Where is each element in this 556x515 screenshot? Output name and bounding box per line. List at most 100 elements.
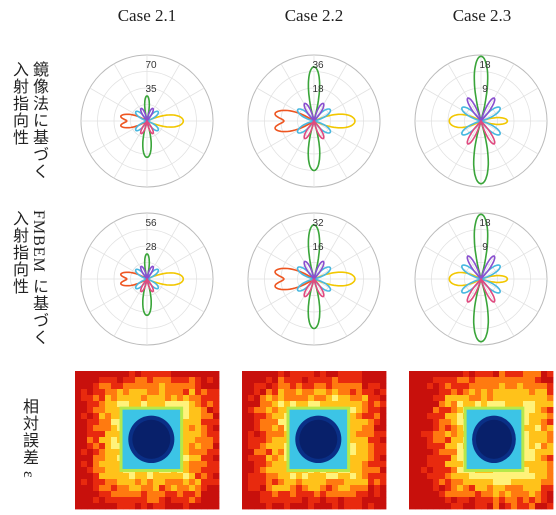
heatmap-cell bbox=[189, 413, 196, 420]
heatmap-cell bbox=[111, 467, 118, 474]
heatmap-cell bbox=[171, 377, 178, 384]
radial-tick-label: 18 bbox=[479, 218, 491, 229]
heatmap-cell bbox=[433, 467, 440, 474]
heatmap-cell bbox=[547, 389, 554, 396]
heatmap-cell bbox=[380, 419, 387, 426]
heatmap-cell bbox=[93, 503, 100, 510]
heatmap-cell bbox=[541, 437, 548, 444]
heatmap-cell bbox=[374, 431, 381, 438]
heatmap-cell bbox=[207, 425, 214, 432]
heatmap-cell bbox=[368, 419, 375, 426]
heatmap-cell bbox=[75, 431, 82, 438]
heatmap-cell bbox=[314, 383, 321, 390]
heatmap-cell bbox=[117, 389, 124, 396]
heatmap-cell bbox=[171, 371, 178, 378]
heatmap-cell bbox=[445, 431, 452, 438]
heatmap-cell bbox=[523, 383, 530, 390]
heatmap-cell bbox=[362, 503, 369, 510]
heatmap-cell bbox=[421, 479, 428, 486]
heatmap-cell bbox=[93, 473, 100, 480]
heatmap-cell bbox=[135, 383, 142, 390]
heatmap-cell bbox=[284, 479, 291, 486]
heatmap-cell bbox=[469, 485, 476, 492]
heatmap-cell bbox=[475, 383, 482, 390]
heatmap-cell bbox=[207, 401, 214, 408]
heatmap-cell bbox=[380, 503, 387, 510]
heatmap-cell bbox=[314, 491, 321, 498]
heatmap-cell bbox=[87, 395, 94, 402]
heatmap-cell bbox=[523, 485, 530, 492]
heatmap-cell bbox=[451, 395, 458, 402]
heatmap-cell bbox=[213, 437, 220, 444]
heatmap-cell bbox=[171, 395, 178, 402]
heatmap-cell bbox=[278, 491, 285, 498]
heatmap-cell bbox=[445, 395, 452, 402]
heatmap-cell bbox=[99, 437, 106, 444]
heatmap-cell bbox=[350, 455, 357, 462]
heatmap-cell bbox=[159, 473, 166, 480]
heatmap-cell bbox=[469, 377, 476, 384]
directivity-lobe bbox=[313, 120, 332, 134]
heatmap-cell bbox=[332, 383, 339, 390]
heatmap-cell bbox=[547, 437, 554, 444]
heatmap-cell bbox=[433, 395, 440, 402]
heatmap-cell bbox=[266, 449, 273, 456]
heatmap-cell bbox=[123, 491, 130, 498]
heatmap-cell bbox=[147, 383, 154, 390]
heatmap-cell bbox=[93, 383, 100, 390]
heatmap-cell bbox=[415, 443, 422, 450]
heatmap-cell bbox=[541, 455, 548, 462]
heatmap-cell bbox=[105, 491, 112, 498]
heatmap-cell bbox=[457, 461, 464, 468]
heatmap-cell bbox=[183, 419, 190, 426]
heatmap-cell bbox=[523, 437, 530, 444]
directivity-lobe bbox=[466, 97, 482, 122]
heatmap-cell bbox=[421, 497, 428, 504]
heatmap-cell bbox=[105, 461, 112, 468]
heatmap-cell bbox=[314, 485, 321, 492]
heatmap-cell bbox=[493, 503, 500, 510]
directivity-lobe bbox=[296, 108, 315, 122]
heatmap-cell bbox=[421, 401, 428, 408]
heatmap-cell bbox=[529, 377, 536, 384]
heatmap-cell bbox=[499, 401, 506, 408]
heatmap-cell bbox=[374, 413, 381, 420]
heatmap-cell bbox=[350, 473, 357, 480]
heatmap-cell bbox=[141, 491, 148, 498]
directivity-lobe bbox=[480, 278, 496, 303]
heatmap-cell bbox=[463, 497, 470, 504]
heatmap-cell bbox=[165, 395, 172, 402]
heatmap-cell bbox=[529, 455, 536, 462]
heatmap-cell bbox=[320, 395, 327, 402]
heatmap-cell bbox=[135, 371, 142, 378]
heatmap-cell bbox=[439, 383, 446, 390]
radial-tick-label: 28 bbox=[145, 242, 157, 253]
heatmap-cell bbox=[242, 413, 249, 420]
heatmap-cell bbox=[117, 401, 124, 408]
heatmap-cell bbox=[493, 485, 500, 492]
heatmap-cell bbox=[368, 503, 375, 510]
heatmap-cell bbox=[111, 443, 118, 450]
heatmap-cell bbox=[266, 491, 273, 498]
heatmap-cell bbox=[165, 503, 172, 510]
heatmap-cell bbox=[272, 371, 279, 378]
heatmap-cell bbox=[535, 371, 542, 378]
heatmap-cell bbox=[457, 467, 464, 474]
heatmap-cell bbox=[111, 479, 118, 486]
heatmap-cell bbox=[475, 389, 482, 396]
column-title-case-2-2: Case 2.2 bbox=[284, 6, 344, 25]
heatmap-cell bbox=[278, 407, 285, 414]
heatmap-cell bbox=[254, 473, 261, 480]
heatmap-cell bbox=[201, 479, 208, 486]
heatmap-cell bbox=[153, 401, 160, 408]
heatmap-cell bbox=[87, 455, 94, 462]
heatmap-cell bbox=[135, 497, 142, 504]
heatmap-cell bbox=[153, 389, 160, 396]
directivity-lobe bbox=[313, 102, 325, 122]
heatmap-cell bbox=[81, 425, 88, 432]
heatmap-cell bbox=[248, 461, 255, 468]
heatmap-cell bbox=[439, 371, 446, 378]
heatmap-cell bbox=[290, 473, 297, 480]
heatmap-cell bbox=[380, 437, 387, 444]
heatmap-cell bbox=[433, 473, 440, 480]
